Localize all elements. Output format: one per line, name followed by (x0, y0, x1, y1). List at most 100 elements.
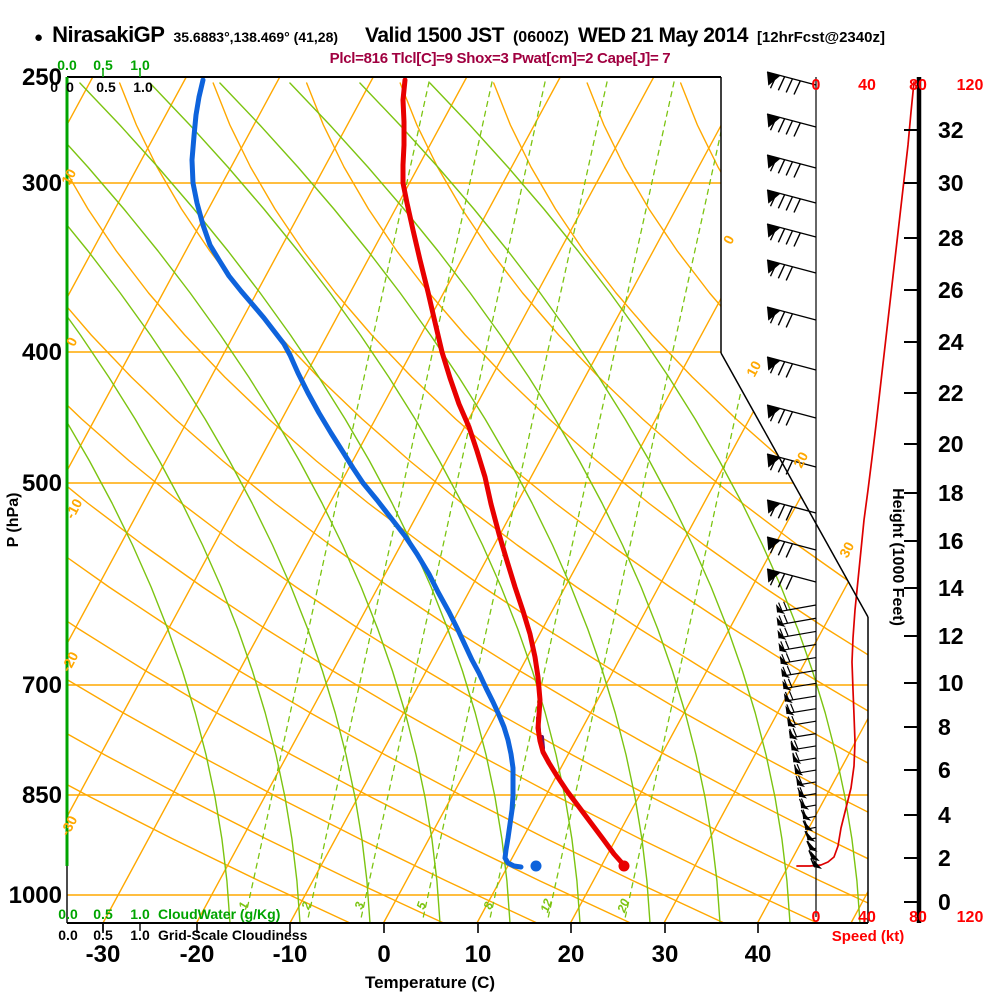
wind-barb-staff (780, 656, 817, 665)
wind-barb-staff (766, 356, 817, 371)
speed-tick-label-top: 0 (812, 77, 821, 94)
isotherm-line (850, 77, 868, 923)
speed-tick-label-bottom: 0 (812, 909, 821, 926)
pressure-tick-label: 300 (22, 170, 62, 197)
wind-barb-feather (777, 361, 786, 376)
wind-barb-feather (785, 543, 794, 558)
green-moist-adiabats-mixing-lines (67, 77, 861, 923)
station-coords: 35.6883°,138.469° (41,28) (173, 29, 339, 45)
wind-barb-pennant (767, 260, 781, 274)
wind-barb-feather (810, 858, 816, 867)
wind-barb-feather (769, 226, 778, 241)
wind-barb-feather (777, 159, 786, 174)
wind-barb-feather (785, 230, 794, 245)
wind-barb-feather (800, 798, 806, 808)
wind-barb-feather (780, 641, 785, 651)
wind-barb-feather (777, 194, 786, 209)
temperature-tick-label: 0 (377, 941, 390, 968)
wind-barb-pennant (767, 405, 781, 419)
wind-barb-pennant (767, 307, 781, 321)
isotherm-label: -30 (57, 813, 81, 839)
cloudiness-scale-label-top: 1.0 (133, 79, 153, 95)
wind-barb-feather (785, 78, 794, 93)
wind-barb-staff (781, 669, 817, 677)
cloudwater-axis-label: CloudWater (g/Kg) (158, 906, 280, 922)
wind-barb-feather (785, 653, 791, 663)
wind-barb-staff (778, 630, 817, 639)
cloudwater-scale-label-bottom: 1.0 (130, 906, 150, 922)
wind-barb-feather (769, 407, 778, 422)
station-bullet-icon: ● (34, 29, 44, 46)
wind-barb-feather (779, 628, 784, 638)
orange-grid-isotherms-adiabats (67, 77, 868, 923)
wind-barb-feather (769, 456, 778, 471)
wind-barb-feather (802, 809, 808, 819)
wind-barb-staff (766, 453, 817, 468)
height-tick-label: 12 (938, 623, 964, 649)
cloudiness-scale-label-bottom: 1.0 (130, 927, 150, 943)
speed-tick-label-bottom: 120 (957, 909, 984, 926)
wind-barb-feather (785, 506, 794, 521)
wind-barb-feather (783, 679, 789, 689)
height-tick-label: 0 (938, 889, 951, 915)
wind-barb-feather (781, 653, 786, 663)
wind-barb-feather (785, 161, 794, 176)
wind-barb-staff (766, 154, 817, 169)
mixing-ratio-line (244, 77, 431, 918)
plot-borders-axes (65, 70, 922, 933)
wind-barb-feather (793, 163, 801, 178)
isotherm-line (67, 77, 374, 923)
wind-barb-pennant (767, 114, 781, 128)
pressure-tick-label: 850 (22, 782, 62, 809)
wind-barb-staff (766, 568, 817, 583)
cloudiness-scale-label-bottom: 0.5 (93, 927, 113, 943)
wind-barb-pennant (813, 859, 822, 869)
wind-barb-staff (766, 259, 817, 274)
wind-barb-feather (795, 775, 801, 785)
wind-barb-pennant (776, 604, 785, 614)
wind-barb-feather (777, 409, 786, 424)
station-name: NirasakiGP (52, 22, 165, 47)
wind-barb-feather (800, 809, 806, 819)
dry-adiabat-line (586, 82, 868, 923)
wind-barb-feather (790, 703, 795, 713)
wind-barb-staff (766, 306, 817, 321)
wind-barb-staff (766, 499, 817, 514)
wind-barb-feather (769, 359, 778, 374)
height-tick-label: 20 (938, 431, 964, 457)
surface-dewpoint-dot (530, 860, 542, 872)
wind-barb-feather (793, 232, 801, 247)
isotherm-line (663, 77, 868, 923)
wind-barb-feather (803, 820, 809, 830)
wind-barb-feather (802, 820, 808, 830)
temperature-tick-label: -30 (86, 941, 121, 968)
moist-adiabat-line (67, 82, 231, 923)
wind-barb-feather (793, 80, 801, 95)
cloudwater-scale-label-top: 0.0 (57, 57, 77, 73)
wind-barb-feather (792, 728, 798, 738)
wind-barb-pennant (767, 72, 781, 86)
wind-barb-feather (785, 313, 794, 328)
wind-barb-feather (790, 740, 796, 750)
wind-barb-feather (792, 752, 797, 762)
wind-barb-feather (784, 640, 790, 650)
wind-barb-feather (777, 504, 786, 519)
wind-barb-staff (766, 71, 817, 86)
wind-barb-feather (785, 411, 794, 426)
speed-tick-label-top: 80 (909, 77, 927, 94)
height-tick-label: 4 (938, 802, 951, 828)
mixing-ratio-label: 5 (414, 900, 430, 911)
forecast-lead: [12hrFcst@2340z] (756, 29, 885, 46)
dry-adiabat-line (67, 82, 632, 923)
wind-barb-feather (777, 228, 786, 243)
axis-titles: Temperature (C) P (hPa) Height (1000 Fee… (5, 488, 906, 992)
dry-adiabat-line (67, 82, 538, 923)
isotherm-label: 10 (58, 166, 80, 187)
moist-adiabat-line (67, 82, 371, 923)
wind-barb-feather (786, 704, 791, 714)
plot-right-border-diagonal (720, 352, 869, 618)
wind-barb-feather (785, 196, 794, 211)
wind-barb-feather (777, 76, 786, 91)
cloudiness-axis-label: Grid-Scale Cloudiness (158, 927, 308, 943)
